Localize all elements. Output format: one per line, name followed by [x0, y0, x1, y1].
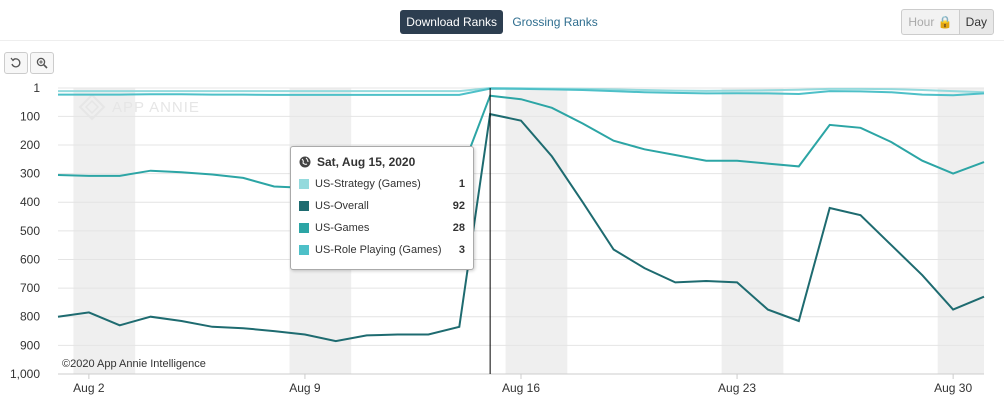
tooltip-series-value: 3 — [458, 244, 465, 256]
tooltip-row-strategy: US-Strategy (Games) 1 — [299, 178, 465, 190]
tooltip-row-role-playing: US-Role Playing (Games) 3 — [299, 244, 465, 256]
hour-button[interactable]: Hour 🔒 — [901, 9, 959, 35]
rank-type-tabs: Download Ranks Grossing Ranks — [0, 10, 1004, 34]
chart-toolbar — [4, 52, 54, 74]
y-axis: 1 100 200 300 400 500 600 700 800 900 1,000 — [10, 81, 40, 381]
series-swatch — [299, 179, 309, 189]
reset-zoom-button[interactable] — [4, 52, 28, 74]
y-tick-label: 1,000 — [10, 367, 40, 381]
zoom-in-button[interactable] — [30, 52, 54, 74]
x-axis: Aug 2 Aug 9 Aug 16 Aug 23 Aug 30 — [58, 373, 984, 395]
copyright-text: ©2020 App Annie Intelligence — [62, 358, 206, 370]
x-tick-label: Aug 2 — [73, 381, 105, 395]
tooltip-series-value: 28 — [452, 222, 465, 234]
tooltip-header: Sat, Aug 15, 2020 — [299, 155, 415, 169]
series-swatch — [299, 245, 309, 255]
tooltip: Sat, Aug 15, 2020 US-Strategy (Games) 1 … — [290, 146, 474, 270]
tab-download-ranks[interactable]: Download Ranks — [400, 10, 503, 34]
tab-grossing-ranks[interactable]: Grossing Ranks — [512, 15, 598, 29]
granularity-toggle: Hour 🔒 Day — [901, 9, 994, 35]
globe-icon — [299, 156, 311, 168]
y-tick-label: 300 — [20, 167, 40, 181]
y-tick-label: 800 — [20, 310, 40, 324]
app-annie-logo-icon — [78, 93, 106, 121]
tooltip-series-name: US-Games — [315, 222, 370, 234]
lock-icon: 🔒 — [937, 15, 953, 29]
reset-icon — [10, 57, 21, 68]
series-line — [57, 112, 985, 343]
hour-button-label: Hour — [908, 15, 935, 29]
tooltip-date: Sat, Aug 15, 2020 — [317, 155, 416, 169]
y-tick-label: 700 — [20, 281, 40, 295]
zoom-in-icon — [36, 57, 48, 69]
y-tick-label: 500 — [20, 224, 40, 238]
series-line — [58, 87, 985, 97]
x-tick-label: Aug 9 — [289, 381, 321, 395]
y-tick-label: 600 — [20, 252, 40, 266]
x-tick-label: Aug 23 — [718, 381, 756, 395]
tooltip-series-value: 92 — [452, 200, 465, 212]
y-tick-label: 400 — [20, 195, 40, 209]
series-line — [57, 94, 985, 189]
day-button[interactable]: Day — [958, 9, 994, 35]
tooltip-row-games: US-Games 28 — [299, 222, 465, 234]
watermark: APP ANNIE — [78, 93, 200, 121]
x-tick-label: Aug 16 — [502, 381, 540, 395]
tooltip-series-value: 1 — [458, 178, 465, 190]
tooltip-series-name: US-Strategy (Games) — [315, 178, 421, 190]
x-tick-label: Aug 30 — [934, 381, 972, 395]
header-separator — [0, 40, 1004, 41]
series-swatch — [299, 223, 309, 233]
series-lines — [57, 86, 985, 343]
tooltip-row-overall: US-Overall 92 — [299, 200, 465, 212]
y-tick-label: 200 — [20, 138, 40, 152]
watermark-text: APP ANNIE — [112, 99, 200, 116]
y-tick-label: 1 — [33, 81, 40, 95]
series-swatch — [299, 201, 309, 211]
tooltip-series-name: US-Role Playing (Games) — [315, 244, 442, 256]
y-tick-label: 100 — [20, 109, 40, 123]
y-tick-label: 900 — [20, 338, 40, 352]
tooltip-series-name: US-Overall — [315, 200, 369, 212]
